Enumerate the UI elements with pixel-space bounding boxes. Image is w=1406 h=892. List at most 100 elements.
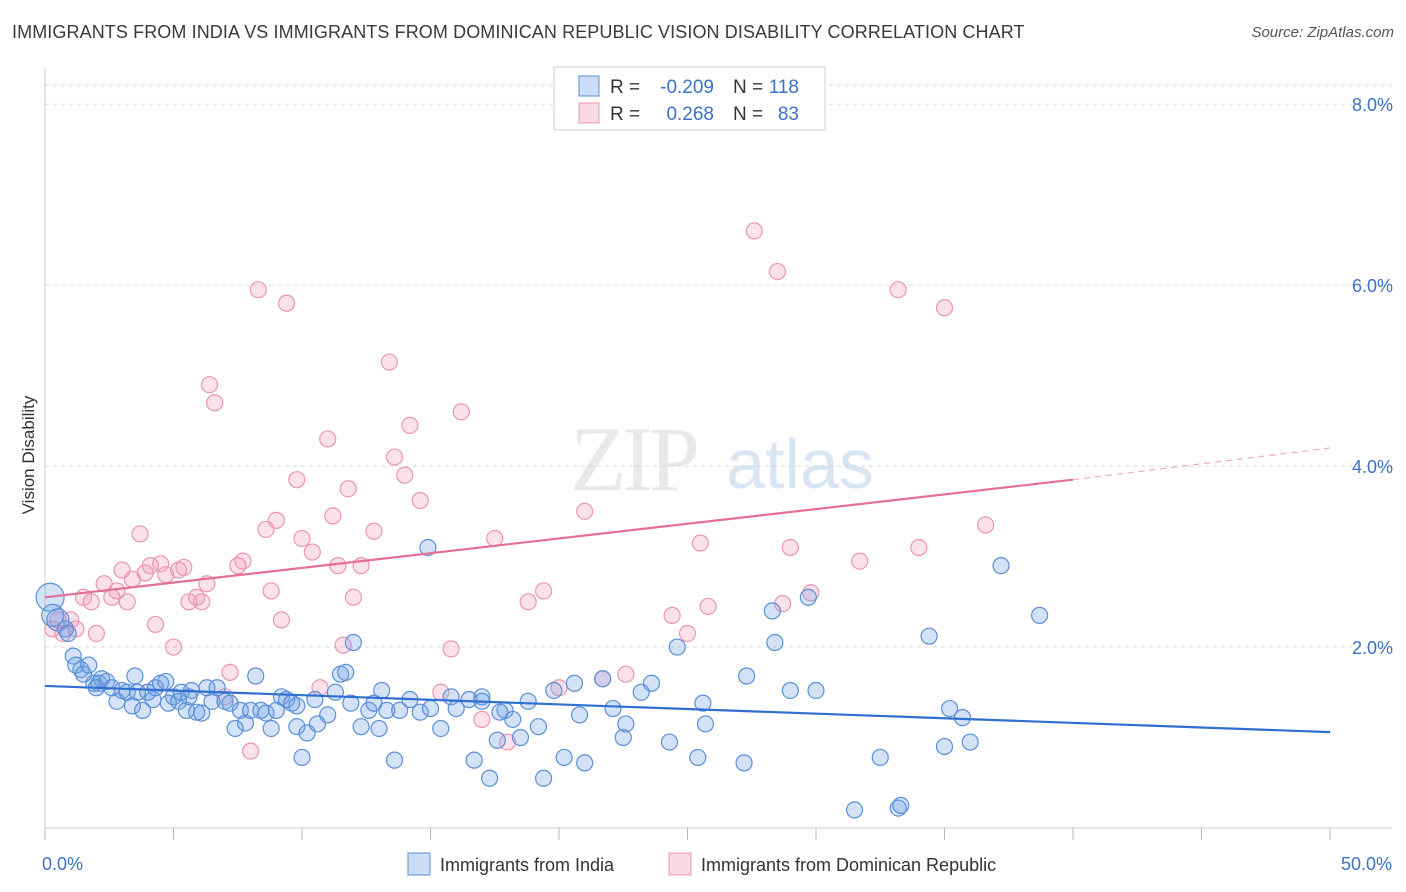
data-point xyxy=(910,538,928,557)
data-point xyxy=(941,699,959,718)
data-point xyxy=(152,555,170,573)
data-point xyxy=(617,715,635,733)
stats-swatch-india xyxy=(578,75,600,97)
data-point xyxy=(262,582,280,600)
y-tick-label: 6.0% xyxy=(1352,276,1393,296)
y-tick-label: 2.0% xyxy=(1352,638,1393,658)
data-point xyxy=(59,624,77,643)
data-point xyxy=(604,699,622,718)
x-min-label: 0.0% xyxy=(42,854,83,874)
data-point xyxy=(200,376,219,394)
data-point xyxy=(555,748,573,767)
data-point xyxy=(131,525,149,543)
data-point xyxy=(80,656,98,674)
data-point xyxy=(617,665,635,683)
data-point xyxy=(193,593,211,611)
data-point xyxy=(511,728,530,747)
data-point xyxy=(288,697,306,715)
data-point xyxy=(303,543,321,561)
y-tick-labels: 2.0% 4.0% 6.0% 8.0% xyxy=(1352,95,1393,658)
watermark: ZIP atlas xyxy=(570,408,874,510)
data-point xyxy=(365,694,383,712)
data-point xyxy=(385,448,404,466)
x-ticks xyxy=(44,828,1331,840)
legend-swatch-india xyxy=(407,852,431,876)
data-point xyxy=(465,751,483,769)
data-point xyxy=(249,281,267,299)
data-point xyxy=(370,719,388,738)
trend-line-india xyxy=(44,684,1331,734)
data-point xyxy=(565,674,584,692)
data-point xyxy=(54,624,72,643)
data-point xyxy=(696,715,715,733)
data-point xyxy=(442,640,460,658)
data-point xyxy=(126,667,144,685)
watermark-zip: ZIP xyxy=(570,408,697,510)
data-point xyxy=(935,299,954,317)
trend-line-dr-extension xyxy=(1072,447,1331,481)
data-point xyxy=(529,718,548,736)
data-point xyxy=(889,799,907,817)
data-point xyxy=(421,699,440,718)
data-point xyxy=(889,281,907,299)
data-point xyxy=(534,582,553,600)
data-point xyxy=(242,742,260,760)
data-point xyxy=(391,701,409,719)
data-point xyxy=(87,624,106,643)
data-point xyxy=(576,502,594,520)
data-point xyxy=(576,754,594,772)
data-point xyxy=(272,688,291,706)
data-point xyxy=(488,731,506,749)
data-point xyxy=(146,615,165,634)
data-point xyxy=(288,718,306,736)
data-point xyxy=(411,491,429,510)
data-point xyxy=(452,403,470,421)
data-point xyxy=(892,796,910,814)
data-point xyxy=(614,728,632,747)
data-point xyxy=(329,557,347,575)
stats-india-r-value: -0.209 xyxy=(660,77,714,98)
data-point xyxy=(337,663,355,681)
data-point xyxy=(781,538,799,557)
data-point xyxy=(272,611,291,629)
data-point xyxy=(977,516,995,534)
data-point xyxy=(678,624,697,643)
data-point xyxy=(344,588,362,606)
data-point xyxy=(247,667,265,685)
data-point xyxy=(419,538,437,557)
data-point xyxy=(594,670,612,688)
data-point xyxy=(807,681,825,700)
stats-dr-r-label: R = xyxy=(610,104,640,125)
data-point xyxy=(118,593,136,611)
data-point xyxy=(221,663,239,681)
trend-lines xyxy=(44,447,1331,734)
data-point xyxy=(82,593,100,611)
data-point xyxy=(802,584,820,602)
data-point xyxy=(411,703,429,721)
data-point xyxy=(288,471,306,489)
stats-india-n-value: 118 xyxy=(769,77,799,98)
data-point xyxy=(481,769,499,787)
stats-dr-n-value: 83 xyxy=(778,104,799,125)
data-point xyxy=(234,552,252,570)
data-point xyxy=(432,719,450,738)
stats-india-n-label: N = xyxy=(733,77,763,98)
data-point xyxy=(164,638,183,656)
data-point xyxy=(344,633,362,652)
data-point xyxy=(550,679,568,697)
data-point xyxy=(385,751,404,769)
data-point xyxy=(277,294,296,312)
data-point xyxy=(663,606,681,624)
data-point xyxy=(319,430,337,448)
data-point xyxy=(460,690,478,709)
data-point xyxy=(401,416,419,434)
data-point xyxy=(180,688,198,706)
data-point xyxy=(519,692,537,710)
source-credit: Source: ZipAtlas.com xyxy=(1251,24,1394,41)
trend-line-dr xyxy=(44,478,1074,599)
data-point xyxy=(324,507,342,525)
data-point xyxy=(380,353,398,371)
data-point xyxy=(306,690,324,709)
data-point xyxy=(134,701,152,719)
